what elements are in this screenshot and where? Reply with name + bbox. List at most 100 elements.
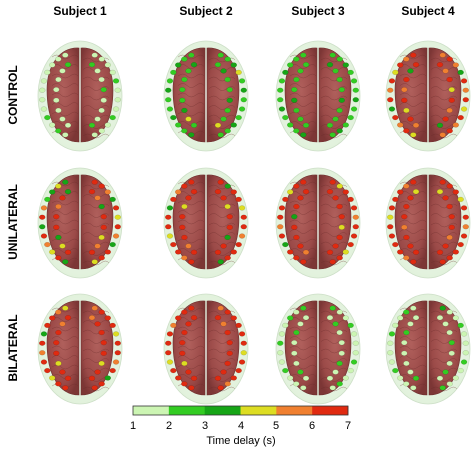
electrode [462, 87, 469, 93]
electrode [397, 62, 404, 68]
electrode [412, 375, 420, 381]
electrode [282, 69, 289, 75]
electrode [88, 375, 96, 381]
electrode [448, 97, 455, 103]
electrode [59, 321, 66, 327]
electrode [329, 179, 336, 185]
electrode [407, 195, 414, 201]
electrode [64, 315, 72, 321]
electrode [214, 122, 222, 128]
electrode [217, 385, 224, 391]
brain-right-hemisphere [318, 174, 352, 270]
electrode [338, 350, 345, 356]
electrode [403, 381, 410, 387]
electrode [338, 214, 345, 220]
electrode [293, 107, 300, 114]
colorbar-tick-4: 4 [238, 420, 244, 432]
electrode [91, 179, 98, 185]
electrode [293, 234, 300, 241]
electrode [442, 195, 449, 201]
electrode [326, 375, 334, 381]
electrode [457, 115, 464, 121]
colorbar-segment [133, 406, 170, 415]
electrode [224, 183, 231, 189]
brain-left-hemisphere [284, 174, 318, 270]
electrode [407, 243, 414, 249]
electrode [240, 340, 247, 346]
brain-left-hemisphere [394, 47, 428, 143]
electrode [224, 329, 231, 336]
electrode [55, 234, 62, 241]
electrode [297, 369, 304, 375]
electrode [114, 97, 121, 103]
electrode [347, 196, 354, 202]
electrode [165, 350, 172, 356]
electrode [410, 305, 417, 311]
electrode [235, 196, 242, 202]
electrode [388, 205, 396, 211]
electrode [170, 242, 177, 248]
electrode [300, 179, 307, 185]
electrode [442, 68, 449, 74]
electrode [342, 315, 349, 321]
electrode [214, 62, 222, 68]
electrode [452, 249, 459, 255]
electrode [410, 52, 417, 58]
electrode [282, 322, 289, 328]
electrode [278, 205, 286, 211]
electrode [55, 360, 62, 367]
electrode [62, 52, 69, 58]
electrode [329, 259, 336, 265]
electrode [446, 128, 453, 134]
electrode [64, 62, 72, 68]
electrode [332, 195, 339, 201]
electrode [277, 214, 284, 220]
electrode [403, 56, 410, 62]
electrode [407, 116, 414, 122]
electrode [446, 107, 453, 114]
electrode [347, 368, 354, 374]
electrode [94, 369, 101, 375]
electrode [175, 122, 182, 128]
electrode [412, 62, 420, 68]
brain-right-hemisphere [428, 174, 462, 270]
electrode [44, 196, 51, 202]
electrode [302, 122, 310, 128]
electrode [98, 381, 105, 387]
electrode [53, 87, 60, 93]
electrode [64, 189, 72, 195]
electrode [55, 76, 62, 83]
electrode [336, 234, 343, 241]
electrode [462, 97, 469, 103]
colorbar-tick-5: 5 [273, 420, 279, 432]
electrode [300, 132, 307, 138]
electrode [165, 87, 172, 93]
electrode [452, 62, 459, 68]
electrode [291, 350, 298, 356]
electrode [188, 305, 195, 311]
electrode [336, 76, 343, 83]
electrode [224, 107, 231, 114]
electrode [230, 315, 237, 321]
electrode [342, 122, 349, 128]
electrode [91, 259, 98, 265]
electrode [224, 128, 231, 134]
electrode [185, 243, 192, 249]
brain-grid [37, 40, 471, 405]
brain-right-hemisphere [206, 174, 240, 270]
electrode [452, 122, 459, 128]
electrode [332, 68, 339, 74]
electrode [462, 224, 469, 230]
electrode [293, 381, 300, 387]
brain-left-hemisphere [394, 300, 428, 396]
electrode [387, 87, 394, 93]
electrode [88, 122, 96, 128]
electrode [457, 242, 464, 248]
electrode [407, 68, 414, 74]
electrode [40, 78, 48, 84]
brain-right-hemisphere [428, 300, 462, 396]
electrode [329, 132, 336, 138]
electrode [109, 322, 116, 328]
electrode [49, 315, 56, 321]
electrode [181, 76, 188, 83]
